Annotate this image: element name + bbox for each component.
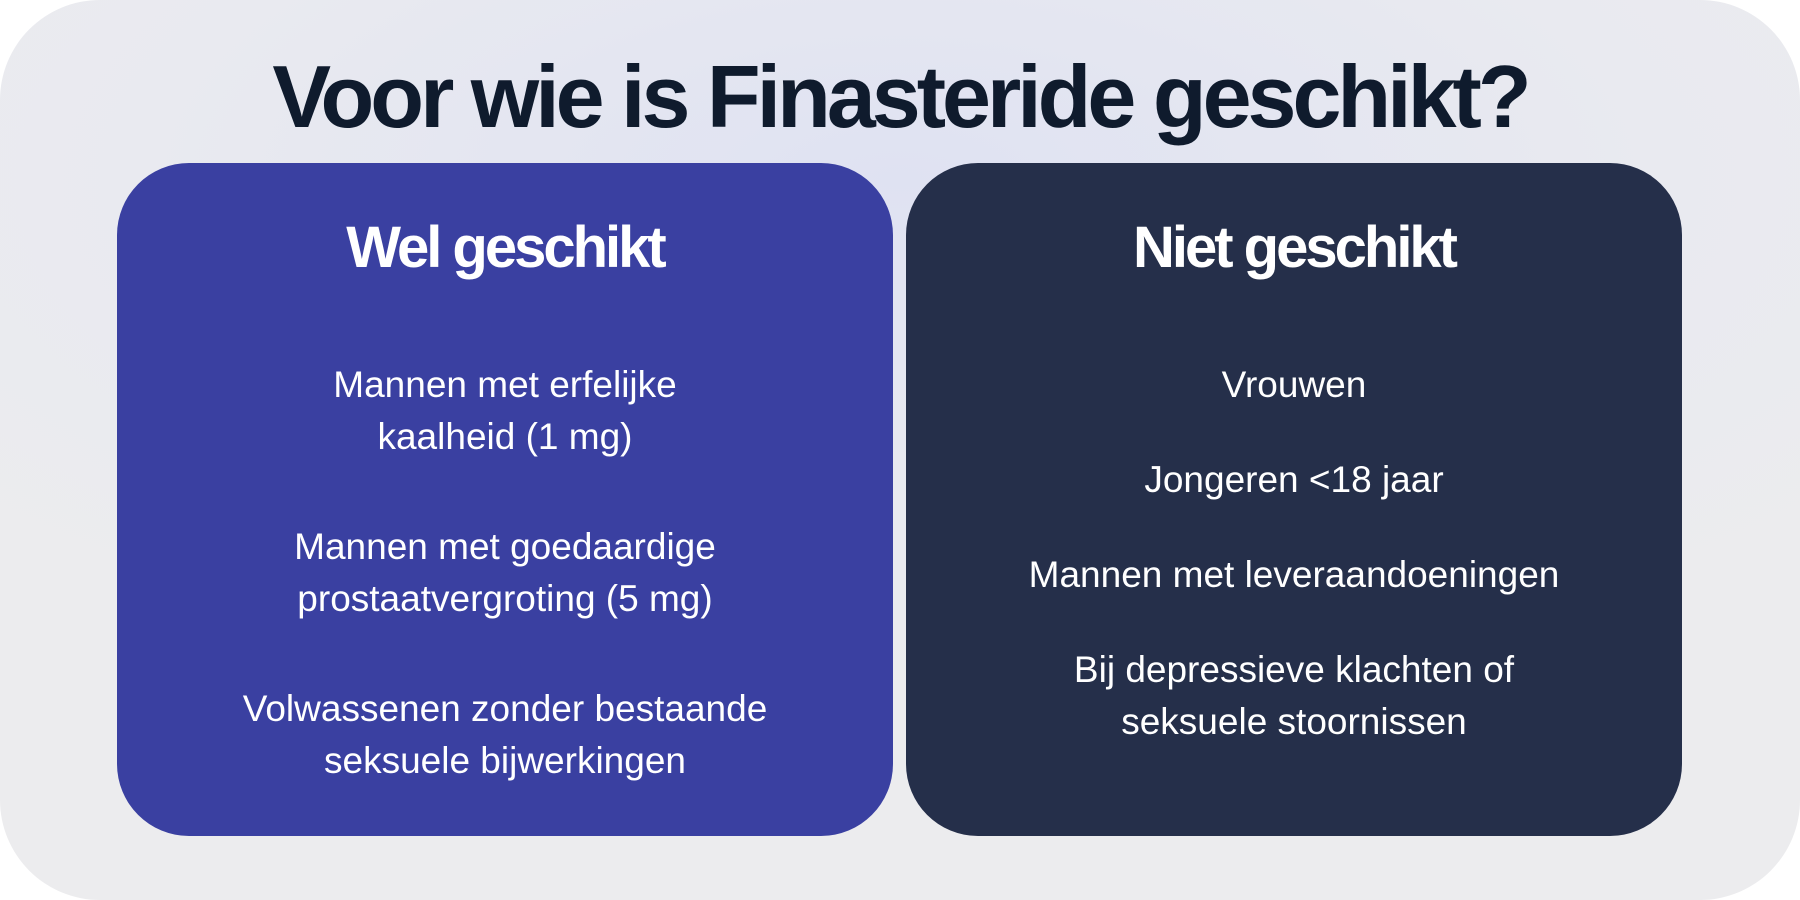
list-item-line: prostaatvergroting (5 mg) xyxy=(297,578,713,619)
list-item-line: Vrouwen xyxy=(1221,364,1367,405)
list-item-line: Mannen met goedaardige xyxy=(294,526,716,567)
list-item: Mannen met erfelijke kaalheid (1 mg) xyxy=(145,359,865,463)
not-suitable-heading: Niet geschikt xyxy=(1133,215,1458,280)
list-item-line: Volwassenen zonder bestaande xyxy=(242,688,768,729)
list-item-line: Mannen met leveraandoeningen xyxy=(1028,554,1560,595)
list-item-line: seksuele bijwerkingen xyxy=(324,740,686,781)
not-suitable-card: Niet geschikt Vrouwen Jongeren <18 jaar Ma… xyxy=(906,163,1682,836)
list-item-line: seksuele stoornissen xyxy=(1121,701,1467,742)
list-item: Volwassenen zonder bestaande seksuele bij… xyxy=(145,683,865,787)
suitable-card: Wel geschikt Mannen met erfelijke kaalhei… xyxy=(117,163,893,836)
list-item: Jongeren <18 jaar xyxy=(934,454,1654,506)
list-item: Mannen met leveraandoeningen xyxy=(934,549,1654,601)
suitable-heading: Wel geschikt xyxy=(346,215,667,280)
list-item: Vrouwen xyxy=(934,359,1654,411)
list-item-line: Bij depressieve klachten of xyxy=(1073,649,1515,690)
list-item-line: Jongeren <18 jaar xyxy=(1144,459,1444,500)
suitable-list: Mannen met erfelijke kaalheid (1 mg) Manne… xyxy=(117,359,893,845)
page-title: Voor wie is Finasteride geschikt? xyxy=(272,47,1531,146)
list-item: Bij depressieve klachten of seksuele stoo… xyxy=(934,644,1654,748)
list-item-line: kaalheid (1 mg) xyxy=(377,416,633,457)
list-item: Mannen met goedaardige prostaatvergroting… xyxy=(145,521,865,625)
not-suitable-list: Vrouwen Jongeren <18 jaar Mannen met lever… xyxy=(906,359,1682,791)
list-item-line: Mannen met erfelijke xyxy=(333,364,677,405)
